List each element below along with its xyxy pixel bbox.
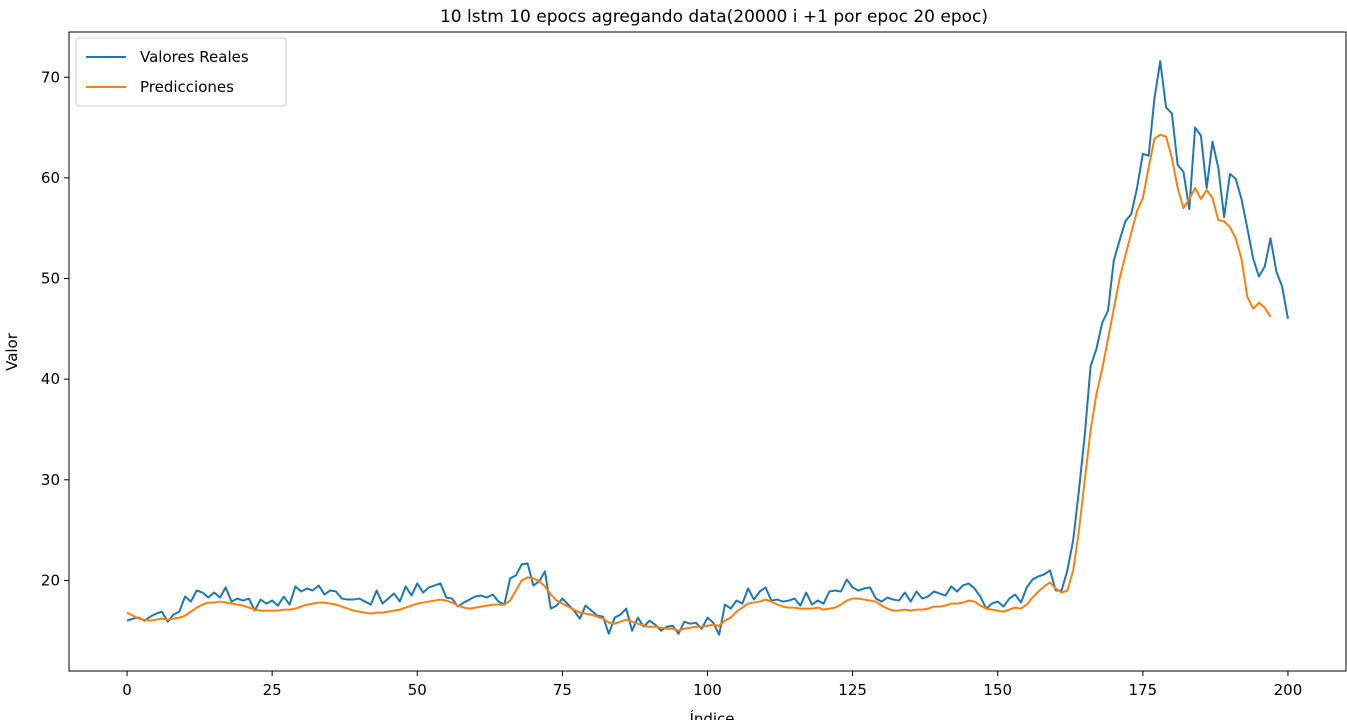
chart-title: 10 lstm 10 epocs agregando data(20000 i … bbox=[440, 7, 988, 27]
x-tick-label: 200 bbox=[1274, 681, 1303, 699]
y-tick-label: 60 bbox=[41, 169, 60, 187]
x-tick-label: 125 bbox=[838, 681, 867, 699]
x-tick-label: 50 bbox=[408, 681, 427, 699]
x-axis: 0 25 50 75 100 125 150 175 200 bbox=[122, 671, 1302, 699]
x-tick-label: 0 bbox=[122, 681, 132, 699]
legend: Valores Reales Predicciones bbox=[75, 37, 287, 107]
y-tick-label: 30 bbox=[41, 471, 60, 489]
series-line-valores-reales bbox=[126, 60, 1289, 636]
x-tick-label: 175 bbox=[1129, 681, 1158, 699]
plot-area bbox=[68, 31, 1347, 672]
legend-label-predicciones: Predicciones bbox=[140, 78, 234, 96]
legend-box bbox=[75, 37, 287, 107]
y-tick-label: 40 bbox=[41, 370, 60, 388]
series-line-predicciones bbox=[126, 133, 1272, 632]
x-tick-label: 100 bbox=[693, 681, 722, 699]
y-axis: 20 30 40 50 60 70 bbox=[41, 68, 69, 589]
series-lines bbox=[126, 60, 1289, 636]
y-tick-label: 50 bbox=[41, 270, 60, 288]
x-tick-label: 150 bbox=[983, 681, 1012, 699]
x-tick-label: 25 bbox=[263, 681, 282, 699]
y-axis-label: Valor bbox=[3, 332, 21, 371]
legend-label-valores-reales: Valores Reales bbox=[140, 48, 249, 66]
x-tick-label: 75 bbox=[553, 681, 572, 699]
y-tick-label: 20 bbox=[41, 571, 60, 589]
y-tick-label: 70 bbox=[41, 68, 60, 86]
x-axis-label: Índice bbox=[689, 709, 734, 720]
